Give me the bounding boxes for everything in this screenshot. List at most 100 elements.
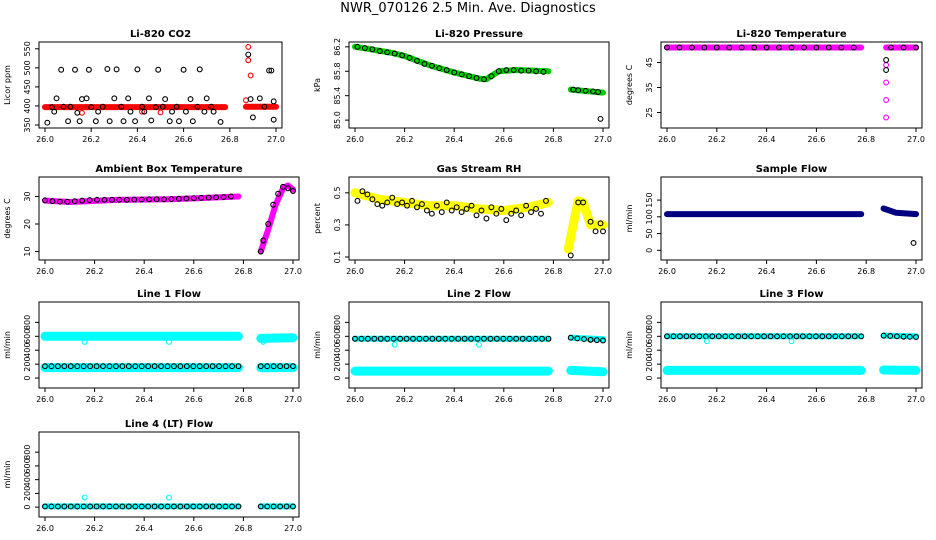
- ambient-avg-point: [168, 196, 175, 202]
- sampleflow-xtick-label: 26.4: [758, 267, 776, 276]
- line2-ytick-label: 400: [333, 343, 342, 358]
- ambient-avg-point: [257, 248, 264, 255]
- line4-ytick-label: 200: [23, 486, 32, 501]
- line2-avg-point: [468, 335, 475, 342]
- line4-ytick-label: 0: [23, 505, 32, 510]
- temperature-avg-point: [825, 44, 832, 51]
- temperature-avg-point: [813, 44, 820, 51]
- co2-avg-point: [261, 103, 268, 110]
- ambient-avg-point: [146, 196, 153, 203]
- rh-avg-point: [428, 210, 435, 217]
- line3-avg-point: [664, 333, 670, 340]
- line2-avg-point: [371, 335, 378, 342]
- ambient-ytick-label: 30: [23, 191, 32, 201]
- line4-avg-point: [112, 503, 119, 510]
- line1-xtick-label: 26.4: [135, 395, 153, 404]
- line3-avg-point: [832, 333, 839, 340]
- co2-avg-point: [134, 66, 141, 73]
- co2-xtick-label: 26.6: [175, 135, 193, 144]
- line3-avg-point: [913, 334, 919, 340]
- ambient-ytick-label: 20: [23, 219, 32, 229]
- temperature-avg-point: [701, 44, 708, 51]
- line1-xtick-label: 26.0: [36, 395, 54, 404]
- line4-avg-point: [93, 503, 100, 510]
- co2-avg-point: [53, 95, 60, 102]
- rh-avg-point: [468, 202, 475, 209]
- pressure-xtick-label: 26.0: [346, 135, 364, 144]
- line3-avg-point: [741, 333, 748, 340]
- co2-ytick-label: 450: [23, 79, 32, 94]
- co2-avg-point: [88, 104, 95, 111]
- co2-avg-point: [217, 119, 224, 125]
- pressure-avg-point: [595, 89, 601, 95]
- line1-avg-point: [235, 363, 242, 370]
- ambient-avg-point: [116, 196, 123, 203]
- line3-avg-point: [900, 333, 907, 340]
- line3-ytick-label: 0: [645, 375, 654, 380]
- co2-avg-point: [208, 103, 215, 110]
- line4-avg-point: [54, 503, 61, 510]
- temperature-avg-point: [850, 44, 857, 51]
- line2-avg-point: [474, 335, 481, 342]
- co2-xtick-label: 26.0: [36, 135, 54, 144]
- temperature-avg-point: [888, 44, 895, 51]
- sampleflow-ytick-label: 100: [645, 209, 654, 224]
- pressure-avg-point: [421, 60, 428, 67]
- line2-avg-point: [600, 337, 606, 344]
- co2-avg-point: [256, 95, 263, 102]
- ambient-ytick-label: 10: [23, 246, 32, 256]
- pressure-avg-point: [510, 67, 517, 73]
- line3-ytick-label: 800: [645, 315, 654, 330]
- co2-xtick-label: 26.4: [128, 135, 146, 144]
- line1-avg-point: [100, 363, 106, 370]
- line4-avg-point: [74, 503, 81, 510]
- page-title: NWR_070126 2.5 Min. Ave. Diagnostics: [340, 1, 596, 16]
- pressure-avg-point: [481, 76, 487, 83]
- line4-avg-point: [183, 503, 190, 510]
- ambient-avg-point: [228, 193, 234, 200]
- rh-xtick-label: 26.6: [495, 267, 513, 276]
- line3-ylabel: ml/min: [625, 331, 634, 359]
- co2-avg-point: [196, 66, 203, 73]
- rh-avg-point: [597, 220, 604, 227]
- line1-avg-point: [222, 363, 229, 370]
- line3-avg-point: [838, 333, 845, 340]
- line3-avg-point: [748, 333, 755, 340]
- co2-ytick-label: 350: [23, 117, 32, 132]
- line4-avg-point: [164, 503, 171, 510]
- line1-avg-point: [145, 363, 152, 370]
- pressure-xtick-label: 26.8: [544, 135, 562, 144]
- line1-avg-point: [177, 363, 184, 370]
- co2-ytick-label: 550: [23, 41, 32, 56]
- co2-title: Li-820 CO2: [130, 29, 191, 40]
- co2-ylabel: Licor ppm: [3, 65, 12, 105]
- line3-avg-point: [767, 333, 774, 340]
- line2-xtick-label: 26.6: [495, 395, 513, 404]
- sampleflow-ytick-label: 0: [645, 248, 654, 253]
- line2-avg-point: [532, 335, 539, 342]
- line2-avg-point: [416, 335, 423, 342]
- co2-avg-point: [266, 67, 273, 74]
- line3-avg-point: [670, 333, 677, 340]
- line1-avg-point: [42, 363, 48, 370]
- ambient-ylabel: degrees C: [3, 198, 12, 239]
- co2-avg-point: [194, 103, 201, 110]
- co2-avg-point: [249, 114, 256, 121]
- ambient-avg-point: [131, 196, 138, 203]
- co2-avg-point: [111, 95, 118, 102]
- line1-avg-point: [112, 363, 119, 370]
- ambient-avg-point: [220, 194, 227, 201]
- rh-avg-point: [423, 207, 430, 214]
- line3-xtick-label: 26.4: [758, 395, 776, 404]
- co2-avg-point: [76, 118, 83, 125]
- line4-avg-point: [61, 503, 68, 510]
- ambient-avg-point: [265, 221, 272, 227]
- rh-avg-point: [493, 210, 500, 217]
- line2-avg-point: [364, 335, 371, 342]
- pressure-avg-point: [376, 48, 383, 55]
- pressure-ytick-label: 85.4: [333, 87, 342, 105]
- pressure-avg-point: [597, 115, 604, 122]
- pressure-avg-point: [495, 68, 502, 75]
- rh-avg-point: [443, 199, 450, 206]
